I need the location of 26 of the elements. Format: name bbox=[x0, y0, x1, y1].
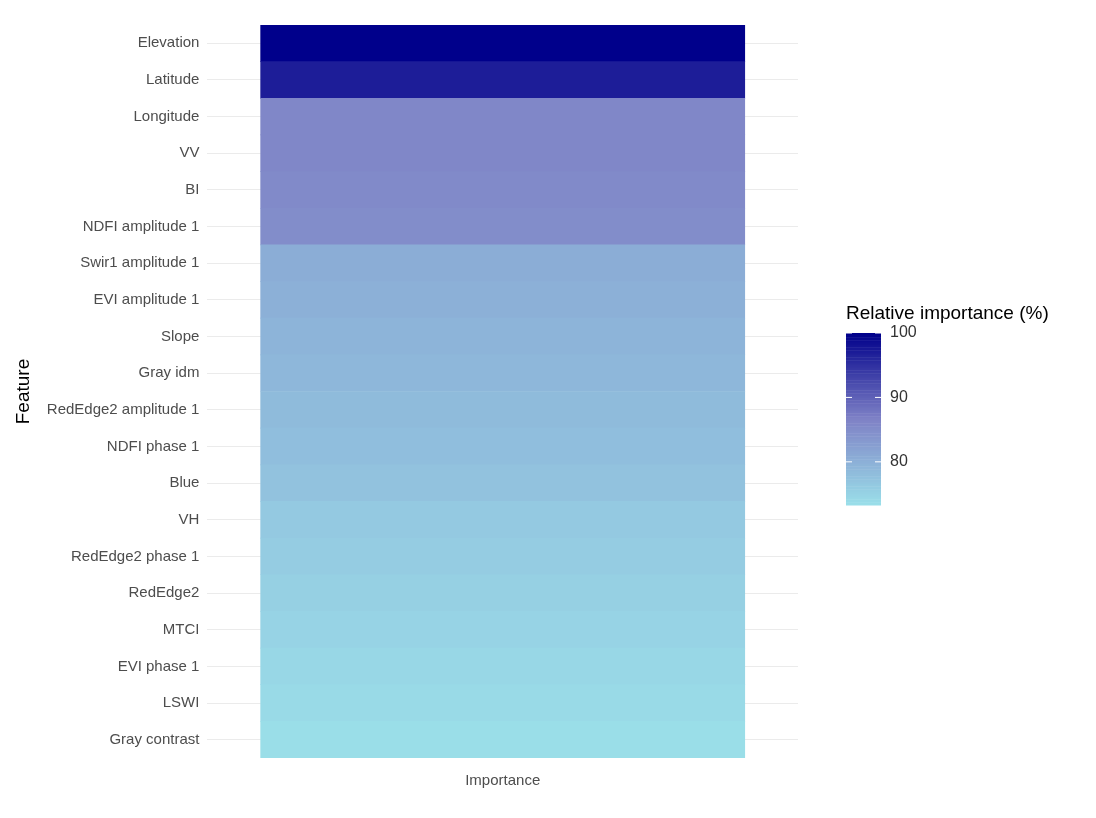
y-tick-label: Gray contrast bbox=[109, 729, 201, 747]
y-tick-label: EVI phase 1 bbox=[117, 656, 200, 674]
y-tick-label: VH bbox=[178, 509, 200, 527]
y-tick-label: LSWI bbox=[162, 693, 200, 711]
y-axis-title: Feature bbox=[11, 358, 33, 425]
y-tick-label: EVI amplitude 1 bbox=[93, 290, 200, 308]
x-tick-label: Importance bbox=[465, 771, 541, 789]
y-tick-label: Slope bbox=[161, 326, 200, 344]
y-tick-label: Swir1 amplitude 1 bbox=[80, 253, 200, 271]
y-tick-label: Elevation bbox=[137, 33, 200, 51]
y-tick-label: RedEdge2 bbox=[128, 583, 200, 601]
y-tick-label: RedEdge2 amplitude 1 bbox=[46, 399, 200, 417]
y-tick-label: Latitude bbox=[146, 70, 200, 88]
color-bar-label: 80 bbox=[890, 452, 908, 470]
color-bar-label: 100 bbox=[890, 323, 917, 341]
y-tick-label: Gray idm bbox=[138, 363, 200, 381]
y-tick-label: MTCI bbox=[162, 619, 200, 637]
y-tick-label: RedEdge2 phase 1 bbox=[70, 546, 200, 564]
color-bar-label: 90 bbox=[890, 387, 908, 405]
y-tick-label: VV bbox=[179, 143, 200, 161]
y-tick-label: Longitude bbox=[133, 106, 200, 124]
y-tick-label: BI bbox=[185, 180, 200, 198]
y-tick-label: NDFI phase 1 bbox=[106, 436, 200, 454]
y-tick-label: NDFI amplitude 1 bbox=[82, 216, 200, 234]
color-bar-title: Relative importance (%) bbox=[846, 302, 1049, 323]
y-tick-label: Blue bbox=[169, 473, 200, 491]
